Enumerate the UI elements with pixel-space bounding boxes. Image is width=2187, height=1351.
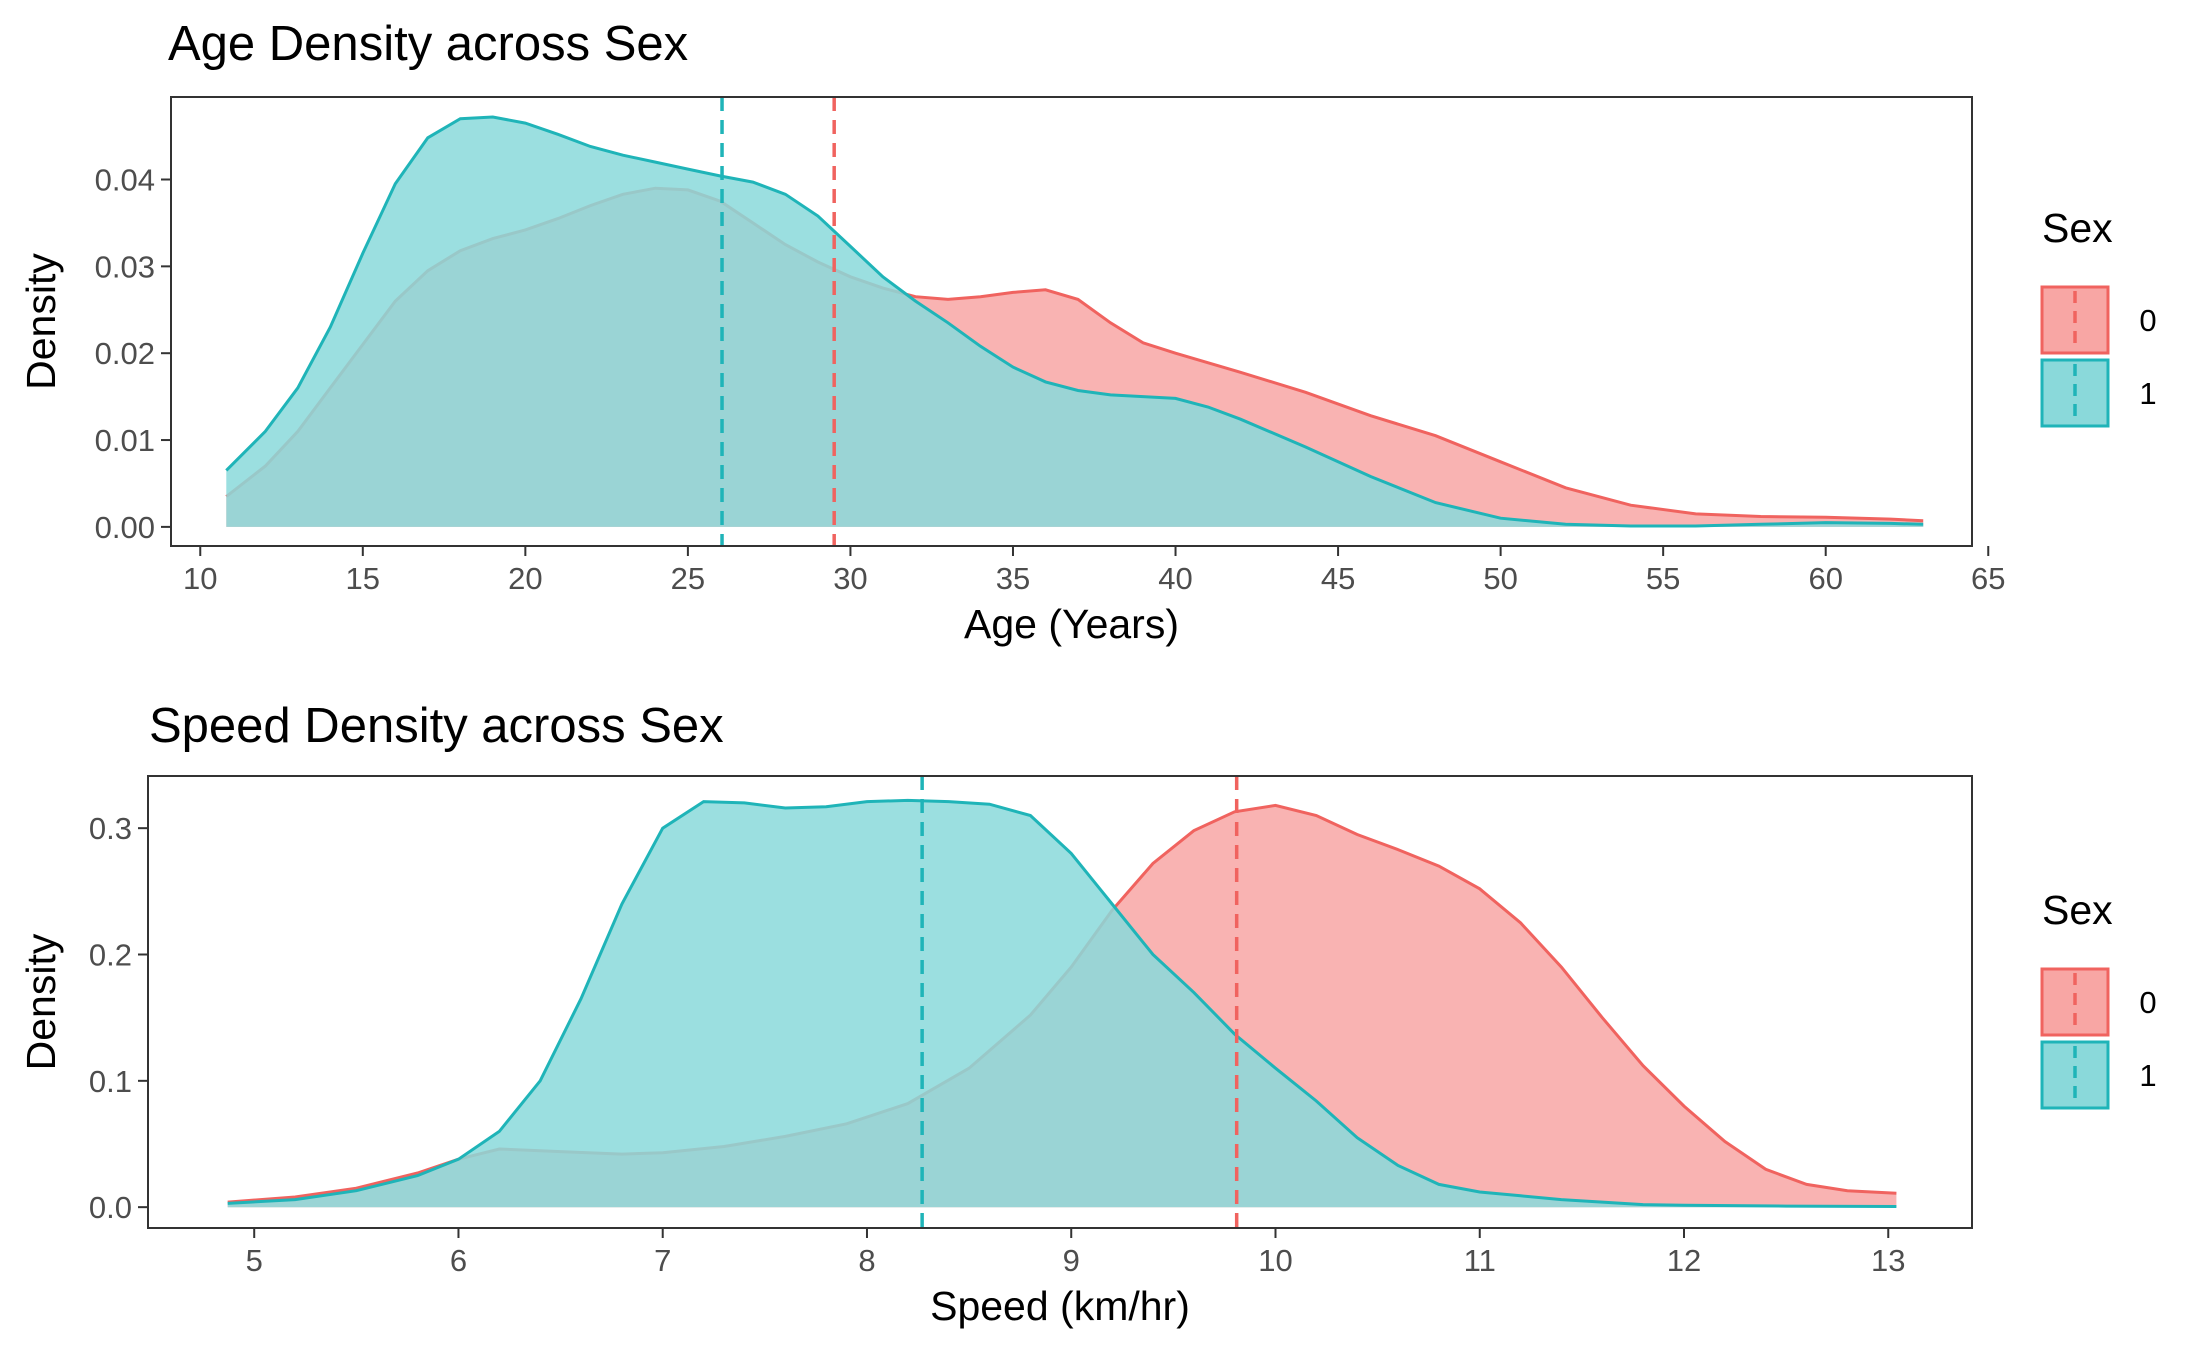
density-area-sex-1 bbox=[226, 117, 1924, 527]
density-layer bbox=[225, 115, 1924, 528]
y-tick-label: 0.01 bbox=[95, 423, 155, 458]
x-tick-label: 40 bbox=[1158, 561, 1192, 596]
y-axis-label: Density bbox=[18, 253, 64, 390]
x-tick-label: 35 bbox=[996, 561, 1030, 596]
y-tick-label: 0.00 bbox=[95, 510, 155, 545]
x-tick-label: 50 bbox=[1483, 561, 1517, 596]
x-tick-label: 10 bbox=[183, 561, 217, 596]
x-tick-label: 5 bbox=[246, 1243, 263, 1278]
legend-label-sex-0: 0 bbox=[2139, 303, 2156, 338]
legend-title: Sex bbox=[2042, 205, 2113, 251]
plot-border bbox=[170, 96, 1973, 547]
y-tick-label: 0.0 bbox=[89, 1190, 132, 1225]
density-line-sex-1 bbox=[227, 798, 1897, 1208]
x-axis-label: Speed (km/hr) bbox=[930, 1283, 1190, 1329]
x-tick-label: 30 bbox=[833, 561, 867, 596]
density-layer bbox=[227, 798, 1897, 1208]
y-axis-label: Density bbox=[18, 933, 64, 1070]
x-tick-label: 8 bbox=[858, 1243, 875, 1278]
x-axis-label: Age (Years) bbox=[964, 601, 1179, 647]
x-tick-label: 15 bbox=[346, 561, 380, 596]
y-tick-label: 0.04 bbox=[95, 163, 155, 198]
legend-label-sex-1: 1 bbox=[2139, 1058, 2156, 1093]
x-tick-label: 25 bbox=[671, 561, 705, 596]
x-tick-label: 13 bbox=[1871, 1243, 1905, 1278]
x-tick-label: 55 bbox=[1646, 561, 1680, 596]
density-line-sex-1 bbox=[225, 115, 1924, 528]
legend-label-sex-0: 0 bbox=[2139, 985, 2156, 1020]
x-tick-label: 65 bbox=[1971, 561, 2005, 596]
x-tick-label: 20 bbox=[508, 561, 542, 596]
x-tick-label: 10 bbox=[1258, 1243, 1292, 1278]
y-tick-label: 0.2 bbox=[89, 938, 132, 973]
chart-title: Age Density across Sex bbox=[168, 17, 688, 71]
legend-title: Sex bbox=[2042, 887, 2113, 933]
x-tick-label: 9 bbox=[1063, 1243, 1080, 1278]
density-area-sex-1 bbox=[227, 800, 1897, 1208]
x-tick-label: 7 bbox=[654, 1243, 671, 1278]
legend-label-sex-1: 1 bbox=[2139, 376, 2156, 411]
x-tick-label: 60 bbox=[1808, 561, 1842, 596]
y-tick-label: 0.3 bbox=[89, 811, 132, 846]
y-tick-label: 0.02 bbox=[95, 336, 155, 371]
x-tick-label: 6 bbox=[450, 1243, 467, 1278]
chart-title: Speed Density across Sex bbox=[149, 699, 724, 753]
x-tick-label: 11 bbox=[1464, 1243, 1496, 1278]
y-tick-label: 0.1 bbox=[89, 1064, 132, 1099]
x-tick-label: 45 bbox=[1321, 561, 1355, 596]
y-tick-label: 0.03 bbox=[95, 249, 155, 284]
plot-border bbox=[147, 775, 1973, 1229]
x-tick-label: 12 bbox=[1667, 1243, 1701, 1278]
